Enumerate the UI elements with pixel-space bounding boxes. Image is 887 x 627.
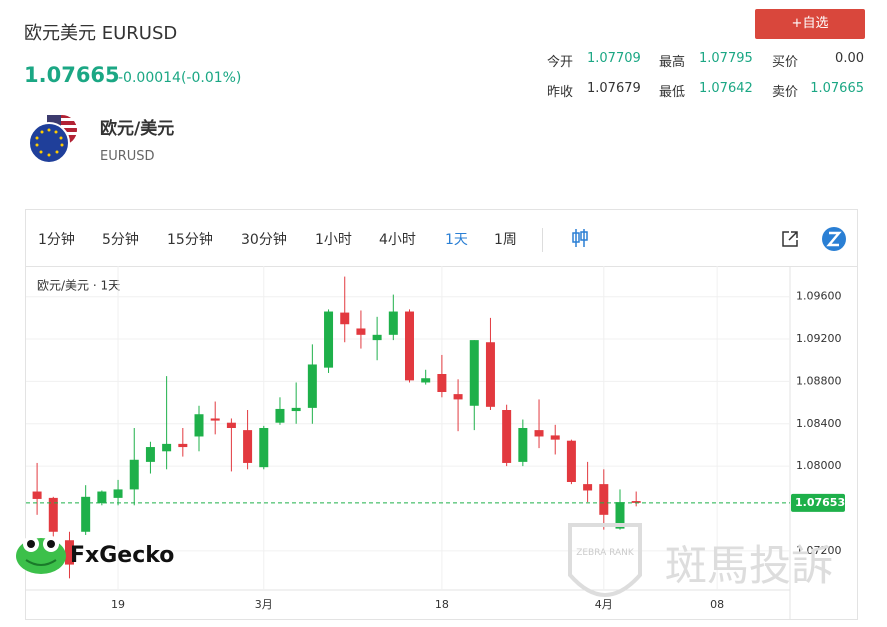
watermark-en: ZEBRA RANK — [576, 548, 635, 558]
candle-body — [566, 440, 576, 482]
candle-body — [275, 408, 285, 423]
candle-body — [340, 312, 350, 325]
candle-body — [210, 418, 220, 421]
flag-icon — [28, 115, 77, 164]
separator — [542, 228, 543, 252]
interval-tab[interactable]: 1分钟 — [38, 232, 75, 248]
interval-tab[interactable]: 15分钟 — [167, 232, 213, 248]
interval-tab[interactable]: 1天 — [445, 232, 468, 248]
interval-tab[interactable]: 30分钟 — [241, 232, 287, 248]
stat-label: 最低 — [659, 85, 686, 100]
candle-body — [405, 311, 414, 381]
watch-button[interactable]: +自选 — [755, 9, 865, 39]
candle-body — [502, 410, 512, 463]
candle-body — [631, 501, 641, 503]
candle-body — [259, 428, 269, 468]
x-tick-label: 4月 — [595, 598, 613, 611]
x-tick-label: 19 — [111, 598, 125, 611]
watermark-cn: 斑馬投訴 — [665, 541, 833, 590]
stat-label: 最高 — [659, 55, 686, 70]
stat-value: 1.07709 — [587, 51, 641, 66]
interval-tab[interactable]: 1周 — [494, 232, 517, 248]
candle-body — [324, 311, 334, 368]
candle-body — [113, 489, 123, 498]
stat-label: 今开 — [547, 55, 574, 70]
candle-body — [32, 491, 42, 499]
watermark-logo: FxGecko — [16, 536, 174, 574]
candle-body — [615, 502, 625, 529]
candle-body — [356, 328, 366, 335]
stat-label: 昨收 — [547, 85, 574, 100]
interval-tab[interactable]: 1小时 — [315, 232, 352, 248]
candle-body — [599, 484, 609, 515]
y-tick-label: 1.07200 — [796, 544, 842, 557]
candle-body — [162, 443, 172, 452]
stat-value: 1.07642 — [699, 81, 753, 96]
candle-body — [469, 340, 479, 406]
last-price-box — [791, 493, 845, 512]
candle-body — [291, 407, 301, 412]
candle-body — [145, 447, 155, 462]
candle-body — [388, 311, 398, 335]
candle-body — [48, 497, 58, 532]
stat-value: 1.07665 — [810, 81, 864, 96]
candle-body — [550, 435, 560, 440]
watermark-brand: ZEBRA RANK 斑馬投訴 — [568, 523, 833, 597]
stat-value: 1.07679 — [587, 81, 641, 96]
candle-body — [583, 484, 593, 491]
candle-body — [485, 342, 495, 407]
change: -0.00014(-0.01%) — [118, 70, 242, 86]
candle-body — [226, 422, 236, 428]
candle-body — [81, 496, 91, 532]
y-tick-label: 1.09600 — [796, 290, 842, 303]
y-tick-label: 1.08000 — [796, 459, 842, 472]
title: 欧元美元 EURUSD — [24, 23, 178, 44]
candle-body — [534, 430, 544, 437]
x-tick-label: 3月 — [255, 598, 273, 611]
interval-tab[interactable]: 5分钟 — [102, 232, 139, 248]
x-tick-label: 18 — [435, 598, 449, 611]
candle-body — [194, 414, 204, 437]
logo-icon[interactable] — [822, 227, 846, 251]
candle-body — [518, 428, 528, 462]
chart-type-icon[interactable] — [571, 228, 589, 248]
candle-body — [243, 430, 253, 463]
y-tick-label: 1.09200 — [796, 332, 842, 345]
y-tick-label: 1.08800 — [796, 374, 842, 387]
candle-body — [129, 459, 139, 490]
interval-tab[interactable]: 4小时 — [379, 232, 416, 248]
stat-value: 0.00 — [835, 51, 864, 66]
symbol-name: 欧元/美元 — [100, 119, 175, 139]
candle-body — [437, 374, 447, 392]
chart-title: 欧元/美元 · 1天 — [37, 279, 120, 293]
symbol-code: EURUSD — [100, 149, 155, 164]
popout-icon[interactable] — [781, 230, 799, 248]
x-tick-label: 08 — [710, 598, 724, 611]
candle-body — [307, 364, 317, 408]
stat-label: 卖价 — [772, 85, 799, 100]
price: 1.07665 — [24, 63, 120, 87]
stat-value: 1.07795 — [699, 51, 753, 66]
candle-body — [64, 540, 74, 565]
candle-body — [97, 491, 107, 504]
candle-body — [178, 443, 188, 448]
candle-body — [372, 334, 382, 341]
stat-label: 买价 — [772, 55, 799, 70]
watermark-text: FxGecko — [70, 543, 174, 568]
candle-body — [453, 394, 463, 400]
last-price-label: 1.07653 — [795, 496, 845, 509]
y-tick-label: 1.08400 — [796, 417, 842, 430]
candle-body — [421, 378, 431, 383]
